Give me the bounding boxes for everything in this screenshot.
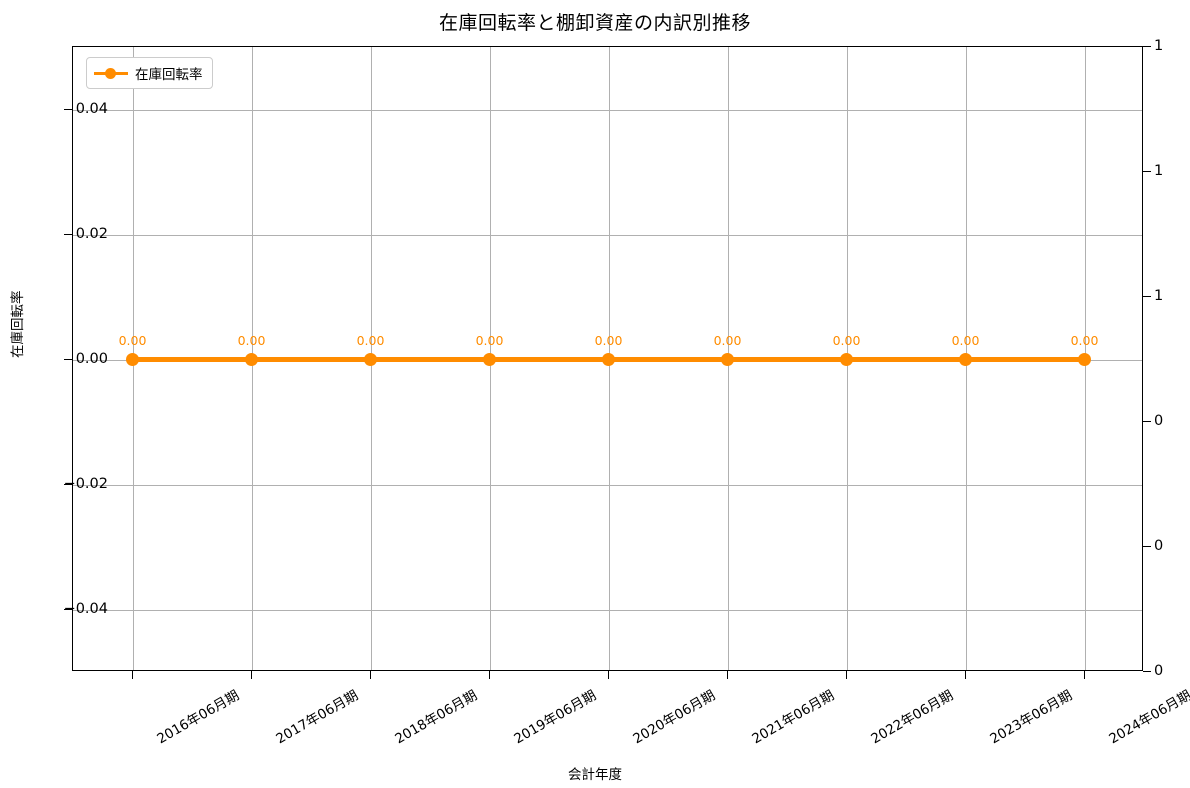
data-point-label: 0.00: [594, 332, 623, 348]
series-data-point[interactable]: [126, 353, 139, 366]
page-title: 在庫回転率と棚卸資産の内訳別推移: [438, 12, 751, 34]
legend-line-marker-icon: [94, 67, 128, 80]
data-point-label: 0.00: [118, 332, 147, 348]
y-axis-right-tick-label: 0: [1154, 663, 1164, 679]
x-axis-tick-mark: [369, 671, 371, 679]
series-data-point[interactable]: [364, 353, 377, 366]
y-axis-right-tick-mark: [1143, 296, 1151, 298]
data-point-label: 0.00: [356, 332, 385, 348]
y-axis-left-tick-mark: [64, 108, 72, 110]
y-axis-left-tick-label: −0.04: [63, 600, 108, 617]
y-axis-left-tick-mark: [64, 608, 72, 610]
y-axis-right-tick-label: 1: [1154, 38, 1164, 54]
y-axis-left-tick-mark: [64, 358, 72, 360]
x-axis-tick-label: 2023年06月期: [986, 687, 1075, 748]
x-axis-tick-label: 2019年06月期: [510, 687, 599, 748]
x-axis-tick-mark: [726, 671, 728, 679]
data-point-label: 0.00: [951, 332, 980, 348]
series-data-point[interactable]: [959, 353, 972, 366]
chart-legend[interactable]: 在庫回転率: [86, 57, 213, 89]
x-axis-tick-label: 2016年06月期: [153, 687, 242, 748]
y-axis-right-tick-label: 1: [1154, 163, 1164, 179]
y-axis-right-title: 棚卸資産（百万円）: [1186, 179, 1190, 301]
series-data-point[interactable]: [483, 353, 496, 366]
y-axis-right-tick-label: 0: [1154, 538, 1164, 554]
x-axis-tick-label: 2017年06月期: [272, 687, 361, 748]
series-data-point[interactable]: [245, 353, 258, 366]
x-axis-tick-label: 2021年06月期: [748, 687, 837, 748]
y-axis-left-tick-label: 0.04: [75, 100, 108, 117]
gridline-horizontal: [73, 109, 1142, 111]
data-point-label: 0.00: [237, 332, 266, 348]
y-axis-right-tick-mark: [1143, 421, 1151, 423]
x-axis-tick-mark: [250, 671, 252, 679]
gridline-horizontal: [73, 234, 1142, 236]
plot-area: 0.00 0.00 0.00 0.00 0.00 0.00 0.00 0.00 0.00: [72, 46, 1143, 671]
x-axis-tick-mark: [488, 671, 490, 679]
x-axis-tick-mark: [964, 671, 966, 679]
y-axis-left-tick-mark: [64, 233, 72, 235]
y-axis-right-tick-mark: [1143, 46, 1151, 48]
data-point-label: 0.00: [832, 332, 861, 348]
x-axis-tick-mark: [845, 671, 847, 679]
y-axis-left-tick-label: −0.02: [63, 475, 108, 492]
y-axis-right-tick-mark: [1143, 171, 1151, 173]
x-axis-title: 会計年度: [568, 767, 622, 783]
x-axis-tick-mark: [607, 671, 609, 679]
x-axis-tick-label: 2022年06月期: [867, 687, 956, 748]
y-axis-right-tick-label: 0: [1154, 413, 1164, 429]
y-axis-left-tick-label: 0.02: [75, 225, 108, 242]
y-axis-left-title: 在庫回転率: [10, 290, 26, 359]
x-axis-tick-mark: [1083, 671, 1085, 679]
series-data-point[interactable]: [1078, 353, 1091, 366]
y-axis-left-tick-label: 0.00: [75, 350, 108, 367]
data-point-label: 0.00: [475, 332, 504, 348]
y-axis-right-tick-mark: [1143, 546, 1151, 548]
legend-item-label: 在庫回転率: [135, 67, 203, 83]
y-axis-left-tick-mark: [64, 483, 72, 485]
x-axis-tick-label: 2018年06月期: [391, 687, 480, 748]
y-axis-right-tick-label: 1: [1154, 288, 1164, 304]
x-axis-tick-label: 2020年06月期: [629, 687, 718, 748]
x-axis-tick-mark: [131, 671, 133, 679]
series-data-point[interactable]: [840, 353, 853, 366]
series-data-point[interactable]: [602, 353, 615, 366]
y-axis-right-tick-mark: [1143, 671, 1151, 673]
series-data-point[interactable]: [721, 353, 734, 366]
data-point-label: 0.00: [1070, 332, 1099, 348]
data-point-label: 0.00: [713, 332, 742, 348]
x-axis-tick-label: 2024年06月期: [1105, 687, 1190, 748]
gridline-horizontal: [73, 609, 1142, 611]
gridline-horizontal: [73, 484, 1142, 486]
